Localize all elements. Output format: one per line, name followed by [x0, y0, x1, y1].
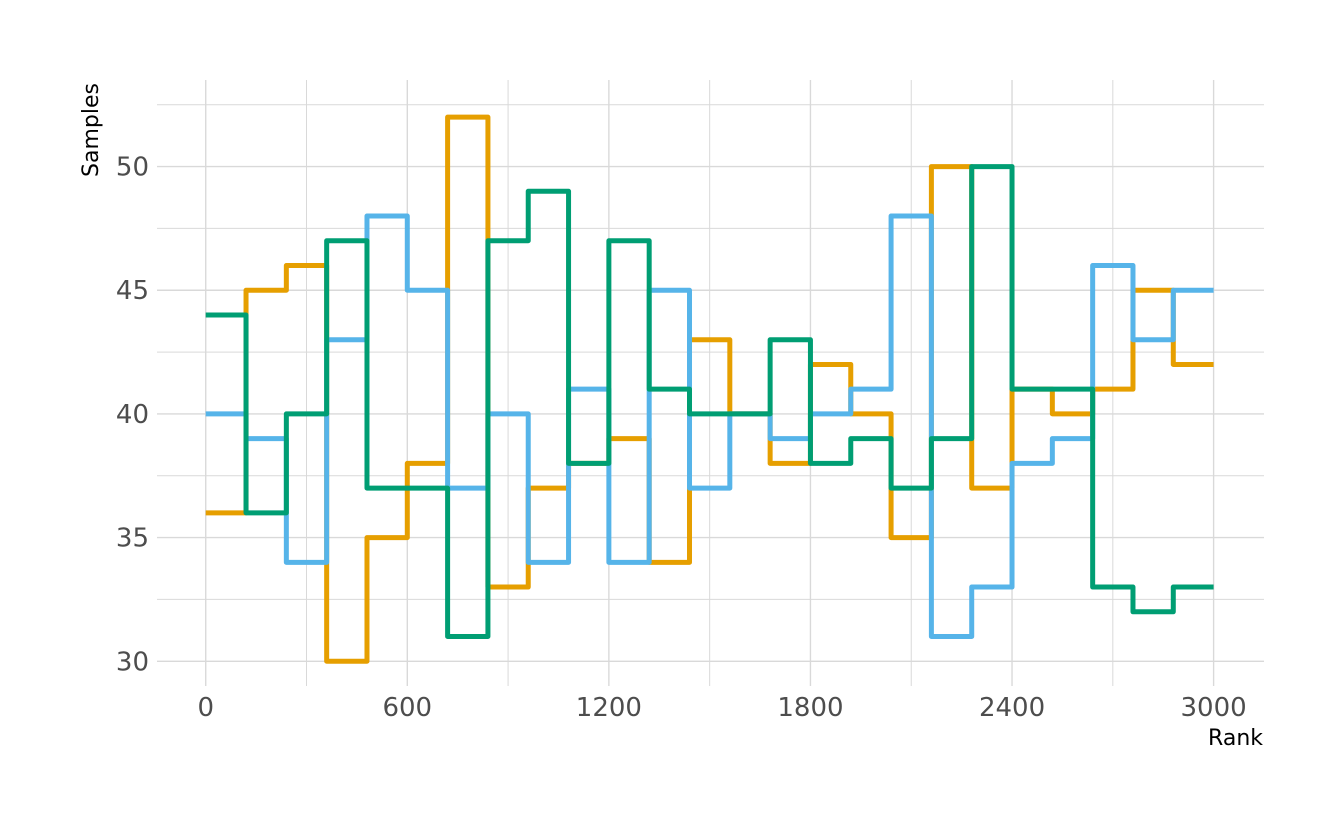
y-tick-label-2: 40 [116, 400, 149, 430]
y-tick-label-3: 45 [116, 276, 149, 306]
tick-labels: 30 35 40 45 50 0 600 1200 1800 2400 3000 [116, 153, 1247, 723]
y-tick-label-1: 35 [116, 524, 149, 554]
x-tick-label-2: 1200 [576, 693, 642, 723]
series-line-1 [205, 213, 1214, 640]
series-lines [205, 114, 1214, 664]
y-axis-title: Samples [79, 83, 104, 177]
x-tick-label-4: 2400 [979, 693, 1045, 723]
series-line-2 [205, 164, 1214, 640]
x-tick-label-1: 600 [382, 693, 432, 723]
grid-lines [157, 80, 1264, 686]
x-tick-label-5: 3000 [1181, 693, 1247, 723]
x-tick-label-0: 0 [197, 693, 214, 723]
x-tick-label-3: 1800 [777, 693, 843, 723]
y-tick-label-4: 50 [116, 153, 149, 183]
y-tick-label-0: 30 [116, 647, 149, 677]
x-axis-title: Rank [1208, 726, 1263, 751]
